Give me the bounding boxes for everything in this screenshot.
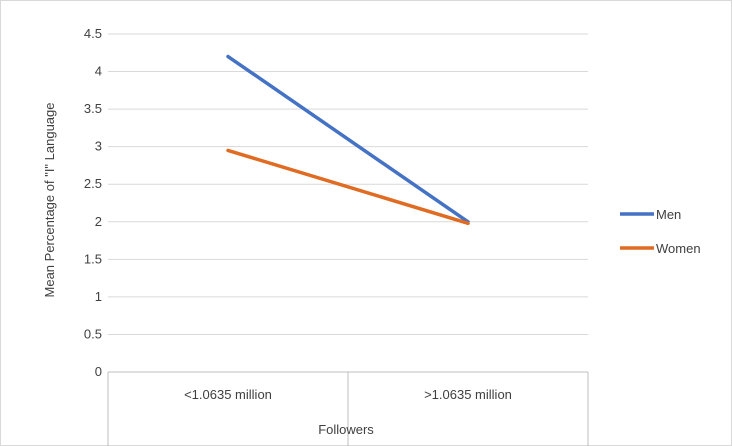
x-axis-title: Followers (318, 422, 374, 437)
legend-label-men: Men (656, 207, 681, 222)
legend-label-women: Women (656, 241, 701, 256)
y-tick-label: 1 (95, 289, 102, 304)
y-tick-label: 0 (95, 364, 102, 379)
y-tick-label: 4 (95, 64, 102, 79)
y-tick-label: 1.5 (84, 251, 102, 266)
x-tick-label: >1.0635 million (424, 387, 512, 402)
y-tick-label: 2.5 (84, 176, 102, 191)
y-tick-label: 2 (95, 214, 102, 229)
gridlines (108, 33, 588, 335)
y-tick-label: 4.5 (84, 26, 102, 41)
y-axis-title: Mean Percentage of "I" Language (42, 103, 57, 298)
series-line-men (226, 54, 470, 224)
x-axis: <1.0635 million >1.0635 million (107, 371, 589, 446)
series-line-women (226, 148, 470, 226)
y-tick-label: 3 (95, 139, 102, 154)
x-tick-label: <1.0635 million (184, 387, 272, 402)
y-tick-labels: 0 0.5 1 1.5 2 2.5 3 3.5 4 4.5 (84, 26, 102, 379)
y-tick-label: 3.5 (84, 101, 102, 116)
series-lines (226, 54, 470, 226)
y-tick-label: 0.5 (84, 326, 102, 341)
legend: Men Women (620, 207, 701, 256)
